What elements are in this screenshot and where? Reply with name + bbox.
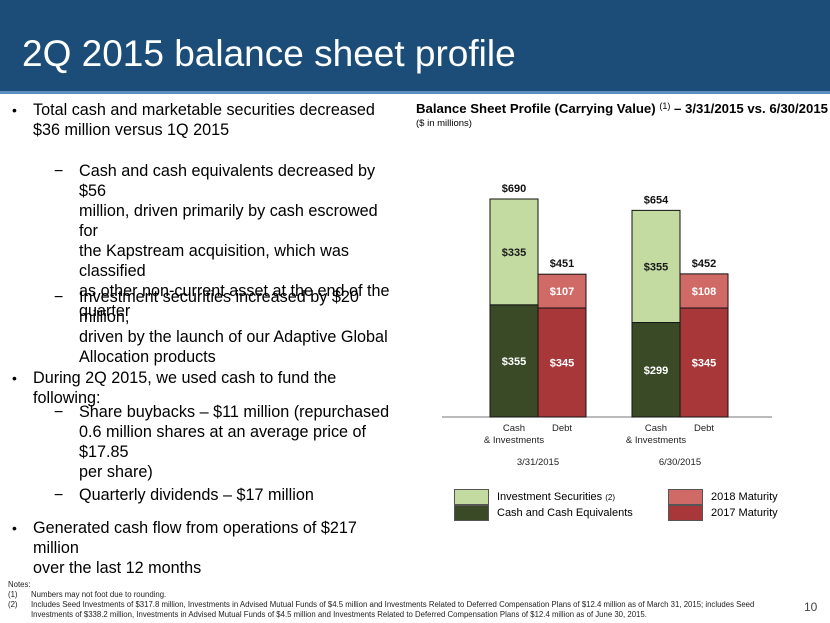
- bullet-cash-decrease: • Total cash and marketable securities d…: [12, 100, 403, 140]
- group-date-label: 6/30/2015: [659, 457, 701, 468]
- legend-swatch-investment-securities: [454, 489, 489, 505]
- chart-title-dates: – 3/31/2015 vs. 6/30/2015: [674, 101, 828, 116]
- bullet-line: Allocation products: [79, 348, 216, 366]
- legend-label: Cash and Cash Equivalents: [497, 507, 633, 519]
- sub-bullet-marker: −: [54, 162, 64, 180]
- chart-title: Balance Sheet Profile (Carrying Value) (…: [416, 101, 828, 116]
- legend-footnote-ref: (2): [605, 492, 615, 502]
- legend-label: 2018 Maturity: [711, 491, 778, 503]
- segment-value-label: $345: [550, 358, 574, 370]
- bar-total-label: $690: [502, 183, 526, 195]
- footnotes: Notes: (1) Numbers may not foot due to r…: [8, 580, 798, 620]
- bullet-line: million, driven primarily by cash escrow…: [79, 202, 378, 240]
- segment-value-label: $335: [502, 247, 526, 259]
- category-tick-label: Debt: [694, 423, 714, 434]
- legend-item-2018-maturity: 2018 Maturity: [668, 489, 778, 505]
- bar-total-label: $654: [644, 194, 669, 206]
- segment-value-label: $108: [692, 286, 716, 298]
- bullet-line: Investment securities increased by $20 m…: [79, 288, 359, 326]
- bullet-line: Cash and cash equivalents decreased by $…: [79, 162, 376, 200]
- footnote-1: (1) Numbers may not foot due to rounding…: [8, 590, 798, 600]
- sub-bullet-marker: −: [54, 288, 64, 306]
- sub-bullet-share-buybacks: − Share buybacks – $11 million (repurcha…: [54, 402, 401, 482]
- legend-label: Investment Securities: [497, 491, 603, 503]
- bullet-line: driven by the launch of our Adaptive Glo…: [79, 328, 388, 346]
- segment-value-label: $299: [644, 365, 668, 377]
- bullet-marker: •: [12, 102, 17, 118]
- sub-bullet-investment-securities: − Investment securities increased by $20…: [54, 287, 401, 367]
- page-title: 2Q 2015 balance sheet profile: [22, 33, 516, 74]
- category-tick-label: & Investments: [626, 435, 686, 446]
- category-tick-label: Cash: [503, 423, 525, 434]
- title-bar: 2Q 2015 balance sheet profile: [0, 0, 830, 91]
- bar-segment: [679, 307, 729, 418]
- bullet-line: over the last 12 months: [33, 559, 202, 577]
- bullet-line: Share buybacks – $11 million (repurchase…: [79, 403, 390, 421]
- footnote-text: Numbers may not foot due to rounding.: [31, 590, 167, 599]
- bar-segment: [679, 273, 729, 309]
- segment-value-label: $355: [502, 356, 526, 368]
- chart-subtitle: ($ in millions): [416, 118, 472, 129]
- bullet-cash-flow: • Generated cash flow from operations of…: [12, 518, 403, 578]
- footnote-number: (2): [8, 600, 18, 609]
- footnote-number: (1): [8, 590, 18, 599]
- bullet-line: quarter: [79, 302, 131, 320]
- footnote-2: (2) Includes Seed Investments of $317.8 …: [8, 600, 798, 620]
- legend-item-cash-equivalents: Cash and Cash Equivalents: [454, 505, 633, 521]
- chart-title-main: Balance Sheet Profile (Carrying Value): [416, 101, 656, 116]
- bullet-line: Quarterly dividends – $17 million: [79, 486, 314, 504]
- segment-value-label: $107: [550, 286, 574, 298]
- legend-swatch-cash-equivalents: [454, 505, 489, 521]
- sub-bullet-cash-equivalents: − Cash and cash equivalents decreased by…: [54, 161, 401, 321]
- bullet-line: as other non-current asset at the end of…: [79, 282, 390, 300]
- bullet-line: $36 million versus 1Q 2015: [33, 121, 230, 139]
- page-number: 10: [804, 600, 818, 614]
- bullet-cash-uses: • During 2Q 2015, we used cash to fund t…: [12, 368, 403, 408]
- sub-bullet-dividends: − Quarterly dividends – $17 million: [54, 485, 401, 505]
- group-date-label: 3/31/2015: [517, 457, 559, 468]
- segment-value-label: $355: [644, 261, 668, 273]
- legend-item-2017-maturity: 2017 Maturity: [668, 505, 778, 521]
- bar-segment: [537, 307, 587, 418]
- title-underline: [0, 91, 830, 94]
- bullet-marker: •: [12, 370, 17, 386]
- category-tick-label: & Investments: [484, 435, 544, 446]
- category-tick-label: Debt: [552, 423, 572, 434]
- sub-bullet-marker: −: [54, 486, 64, 504]
- legend-label: 2017 Maturity: [711, 507, 778, 519]
- bullet-line: During 2Q 2015, we used cash to fund the…: [33, 369, 337, 407]
- bar-total-label: $452: [692, 258, 716, 270]
- legend-item-investment-securities: Investment Securities (2): [454, 489, 615, 505]
- bullet-line: per share): [79, 463, 153, 481]
- footnote-text: Includes Seed Investments of $317.8 mill…: [31, 600, 755, 619]
- bullet-line: 0.6 million shares at an average price o…: [79, 423, 367, 461]
- bar-segment: [537, 273, 587, 309]
- sub-bullet-marker: −: [54, 403, 64, 421]
- chart-legend: Investment Securities (2) Cash and Cash …: [454, 489, 794, 524]
- bar-total-label: $451: [550, 258, 574, 270]
- chart-title-footnote-ref: (1): [659, 101, 671, 111]
- bar-segment: [631, 209, 681, 324]
- bullet-marker: •: [12, 520, 17, 536]
- legend-swatch-2017-maturity: [668, 505, 703, 521]
- bar-segment: [489, 198, 539, 306]
- notes-heading: Notes:: [8, 580, 31, 589]
- segment-value-label: $345: [692, 358, 716, 370]
- legend-swatch-2018-maturity: [668, 489, 703, 505]
- bullet-line: the Kapstream acquisition, which was cla…: [79, 242, 349, 280]
- bullet-line: Total cash and marketable securities dec…: [33, 101, 375, 119]
- bullet-line: Generated cash flow from operations of $…: [33, 519, 357, 557]
- category-tick-label: Cash: [645, 423, 667, 434]
